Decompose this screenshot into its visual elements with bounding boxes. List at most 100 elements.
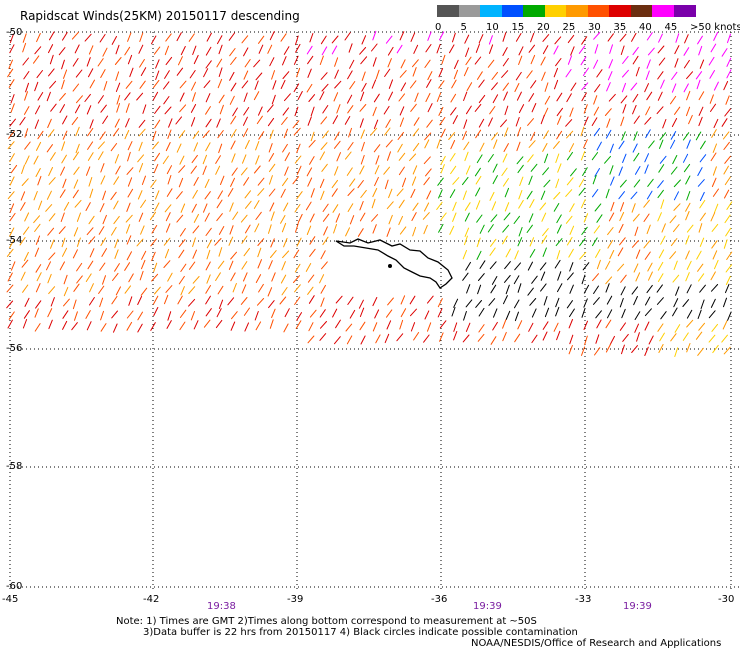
wind-barb bbox=[283, 128, 288, 139]
wind-barb bbox=[622, 69, 629, 78]
wind-barb bbox=[529, 199, 535, 208]
wind-barb bbox=[439, 31, 445, 41]
wind-barb bbox=[422, 212, 430, 220]
wind-barb bbox=[98, 285, 105, 294]
wind-barb bbox=[515, 33, 522, 42]
legend-swatch bbox=[501, 5, 524, 17]
wind-barb bbox=[128, 273, 134, 283]
wind-barb bbox=[344, 32, 351, 41]
wind-barb bbox=[673, 260, 678, 270]
wind-barb bbox=[349, 215, 355, 225]
wind-barb bbox=[253, 59, 261, 68]
wind-barb bbox=[644, 321, 650, 331]
wind-barb bbox=[192, 237, 196, 247]
wind-barb bbox=[36, 272, 42, 282]
wind-barb bbox=[359, 165, 365, 175]
wind-barb bbox=[425, 92, 431, 102]
wind-barb bbox=[591, 117, 598, 126]
wind-barb bbox=[542, 228, 549, 237]
wind-barb bbox=[375, 155, 380, 165]
wind-barb bbox=[555, 178, 560, 189]
wind-barb bbox=[111, 295, 118, 305]
wind-barb bbox=[517, 164, 524, 174]
wind-barb bbox=[570, 168, 577, 177]
wind-barb bbox=[449, 44, 455, 54]
wind-barb bbox=[686, 284, 692, 294]
wind-barb bbox=[648, 271, 653, 281]
wind-barb bbox=[23, 310, 30, 319]
wind-barb bbox=[697, 167, 703, 176]
wind-barb bbox=[438, 189, 443, 199]
wind-barb bbox=[631, 345, 638, 353]
wind-barb bbox=[188, 33, 195, 42]
wind-barb bbox=[97, 141, 105, 150]
wind-barb bbox=[670, 131, 677, 140]
wind-barb bbox=[35, 264, 42, 273]
wind-barb bbox=[257, 298, 265, 306]
wind-barb bbox=[726, 69, 732, 79]
wind-barb bbox=[360, 56, 368, 65]
wind-barb bbox=[255, 321, 262, 331]
wind-barb bbox=[596, 319, 602, 329]
wind-barb bbox=[87, 127, 94, 137]
wind-barb bbox=[179, 80, 187, 89]
wind-barb bbox=[656, 284, 663, 293]
wind-barb bbox=[191, 81, 196, 91]
wind-barb bbox=[554, 259, 561, 269]
wind-barb bbox=[688, 114, 693, 125]
wind-barb bbox=[243, 92, 248, 102]
wind-barb bbox=[686, 71, 693, 80]
wind-barb bbox=[204, 212, 210, 222]
wind-barb bbox=[542, 45, 549, 55]
wind-barb bbox=[384, 333, 390, 344]
wind-barb bbox=[309, 213, 315, 223]
wind-barb bbox=[244, 59, 251, 68]
wind-barb bbox=[255, 155, 260, 165]
wind-barb bbox=[241, 284, 247, 294]
wind-barb bbox=[272, 80, 277, 90]
wind-barb bbox=[179, 92, 185, 102]
wind-barb bbox=[491, 132, 498, 141]
wind-barb bbox=[699, 59, 705, 69]
wind-barb bbox=[88, 177, 93, 187]
wind-barb bbox=[375, 69, 380, 80]
wind-barb bbox=[9, 118, 16, 127]
wind-barb bbox=[453, 298, 459, 308]
wind-barb bbox=[542, 167, 549, 176]
wind-barb bbox=[463, 311, 467, 321]
wind-barb bbox=[71, 31, 79, 40]
wind-barb bbox=[180, 263, 187, 272]
wind-barb bbox=[63, 274, 68, 285]
wind-barb bbox=[670, 139, 676, 149]
wind-barb bbox=[619, 33, 627, 42]
wind-barb bbox=[634, 311, 641, 320]
wind-barb bbox=[502, 331, 507, 342]
wind-barb bbox=[475, 187, 481, 197]
wind-barb bbox=[243, 272, 248, 282]
wind-barb bbox=[412, 67, 417, 77]
wind-barb bbox=[346, 335, 353, 345]
wind-barb bbox=[280, 274, 287, 284]
wind-barb bbox=[320, 35, 327, 45]
wind-barb bbox=[502, 178, 509, 187]
wind-barb bbox=[178, 165, 186, 173]
wind-barb bbox=[490, 284, 497, 294]
wind-barb bbox=[191, 154, 198, 164]
wind-barb bbox=[450, 165, 457, 175]
wind-barbs bbox=[6, 30, 733, 357]
wind-barb bbox=[489, 191, 495, 201]
wind-barb bbox=[229, 95, 235, 105]
wind-barb bbox=[570, 46, 575, 56]
note-line-1: Note: 1) Times are GMT 2)Times along bot… bbox=[116, 616, 537, 627]
wind-barb bbox=[541, 235, 548, 244]
wind-barb bbox=[686, 191, 691, 201]
wind-barb bbox=[632, 93, 639, 103]
wind-barb bbox=[556, 214, 562, 224]
wind-barb bbox=[698, 223, 703, 233]
wind-barb bbox=[621, 308, 626, 319]
wind-barb bbox=[102, 214, 107, 225]
wind-barb bbox=[475, 43, 480, 53]
wind-barb bbox=[215, 272, 221, 281]
wind-barb bbox=[23, 226, 30, 235]
wind-barb bbox=[254, 223, 260, 233]
